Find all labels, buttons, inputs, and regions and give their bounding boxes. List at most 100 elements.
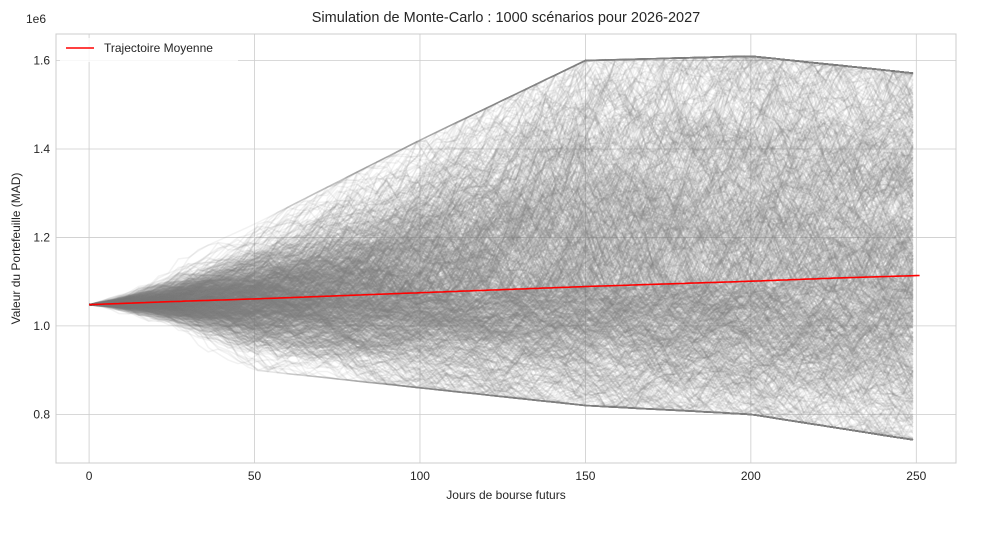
scenario-path bbox=[89, 247, 914, 353]
scenario-path bbox=[89, 303, 914, 441]
scenario-path bbox=[89, 278, 914, 418]
scenario-path bbox=[89, 180, 914, 328]
scenario-path bbox=[89, 288, 914, 361]
scenario-path bbox=[89, 303, 914, 381]
scenario-path bbox=[88, 55, 914, 306]
scenario-path bbox=[89, 68, 914, 323]
scenario-path bbox=[89, 274, 914, 342]
scenario-path bbox=[89, 158, 914, 353]
scenario-path bbox=[89, 303, 914, 441]
scenario-path bbox=[89, 56, 914, 306]
scenario-path bbox=[89, 90, 914, 306]
scenario-path bbox=[89, 125, 914, 324]
scenario-path bbox=[89, 203, 914, 306]
scenario-path bbox=[89, 112, 914, 307]
legend: Trajectoire Moyenne bbox=[60, 38, 238, 62]
scenario-path bbox=[89, 208, 914, 346]
scenario-path bbox=[89, 229, 914, 433]
chart-title: Simulation de Monte-Carlo : 1000 scénari… bbox=[312, 10, 701, 26]
scenario-path bbox=[89, 266, 914, 394]
x-tick-label: 250 bbox=[906, 469, 926, 483]
scenario-path bbox=[89, 167, 914, 315]
scenario-path bbox=[89, 58, 914, 308]
scenario-path bbox=[88, 255, 914, 401]
scenario-path bbox=[89, 132, 914, 314]
scenario-path bbox=[89, 69, 914, 315]
scenario-path bbox=[89, 80, 914, 314]
scenario-path bbox=[89, 180, 914, 306]
x-tick-label: 50 bbox=[248, 469, 262, 483]
scenario-path bbox=[89, 149, 914, 328]
scenario-path bbox=[88, 150, 914, 311]
scenario-path bbox=[89, 280, 914, 410]
scenario-path bbox=[89, 178, 914, 352]
scenario-path bbox=[89, 62, 914, 332]
scenario-path bbox=[89, 120, 914, 331]
scenario-path bbox=[89, 276, 914, 359]
scenario-path bbox=[89, 104, 914, 333]
scenario-path bbox=[89, 284, 914, 376]
scenario-path bbox=[89, 55, 914, 306]
scenario-path bbox=[89, 234, 914, 318]
scenario-path bbox=[89, 281, 914, 368]
scenario-path bbox=[89, 224, 914, 380]
scenario-path bbox=[89, 211, 914, 387]
scenario-path bbox=[89, 179, 914, 316]
scenario-path bbox=[88, 275, 914, 360]
scenario-path bbox=[89, 139, 914, 353]
scenario-path bbox=[88, 55, 914, 306]
scenario-path bbox=[89, 163, 914, 308]
scenario-path bbox=[89, 293, 914, 403]
scenario-path bbox=[88, 166, 914, 307]
scenario-path bbox=[89, 230, 914, 338]
scenario-path bbox=[88, 213, 914, 410]
scenario-path bbox=[89, 186, 914, 314]
scenario-path bbox=[89, 271, 914, 441]
scenario-path bbox=[89, 172, 914, 323]
scenario-path bbox=[89, 155, 914, 318]
scenario-path bbox=[89, 303, 914, 409]
scenario-path bbox=[89, 297, 914, 383]
scenario-path bbox=[89, 265, 914, 441]
scenario-path bbox=[89, 79, 914, 306]
scenario-path bbox=[88, 278, 914, 366]
scenario-path bbox=[89, 303, 914, 414]
scenario-path bbox=[88, 96, 914, 306]
scenario-path bbox=[89, 147, 914, 326]
scenario-path bbox=[89, 265, 914, 340]
scenario-path bbox=[89, 248, 914, 371]
scenario-path bbox=[89, 287, 914, 413]
scenario-path bbox=[89, 55, 914, 306]
scenario-path bbox=[89, 263, 914, 337]
scenario-path bbox=[89, 258, 914, 350]
scenario-path bbox=[89, 220, 914, 400]
scenario-path bbox=[89, 90, 914, 306]
scenario-path bbox=[89, 136, 914, 310]
scenario-path bbox=[89, 303, 914, 431]
grid-lines bbox=[56, 34, 956, 463]
scenario-path bbox=[89, 59, 914, 309]
scenario-path bbox=[89, 104, 914, 355]
scenario-path bbox=[89, 189, 914, 307]
scenario-path bbox=[89, 55, 914, 323]
scenario-path bbox=[89, 55, 914, 306]
scenario-path bbox=[89, 302, 914, 435]
scenario-path bbox=[89, 163, 914, 310]
scenario-path bbox=[89, 139, 914, 313]
scenario-path bbox=[89, 204, 914, 314]
scenario-path bbox=[89, 201, 914, 335]
scenario-path bbox=[88, 55, 914, 311]
scenario-path bbox=[89, 301, 914, 396]
scenario-path bbox=[89, 91, 914, 307]
scenario-path bbox=[89, 140, 914, 328]
scenario-path bbox=[88, 294, 914, 394]
scenario-path bbox=[88, 225, 914, 399]
scenario-path bbox=[89, 248, 914, 368]
scenario-path bbox=[88, 226, 914, 326]
scenario-path bbox=[89, 232, 914, 352]
scenario-path bbox=[88, 63, 914, 306]
scenario-path bbox=[89, 61, 914, 310]
scenario-path bbox=[88, 113, 914, 313]
x-axis-title: Jours de bourse futurs bbox=[446, 488, 565, 502]
